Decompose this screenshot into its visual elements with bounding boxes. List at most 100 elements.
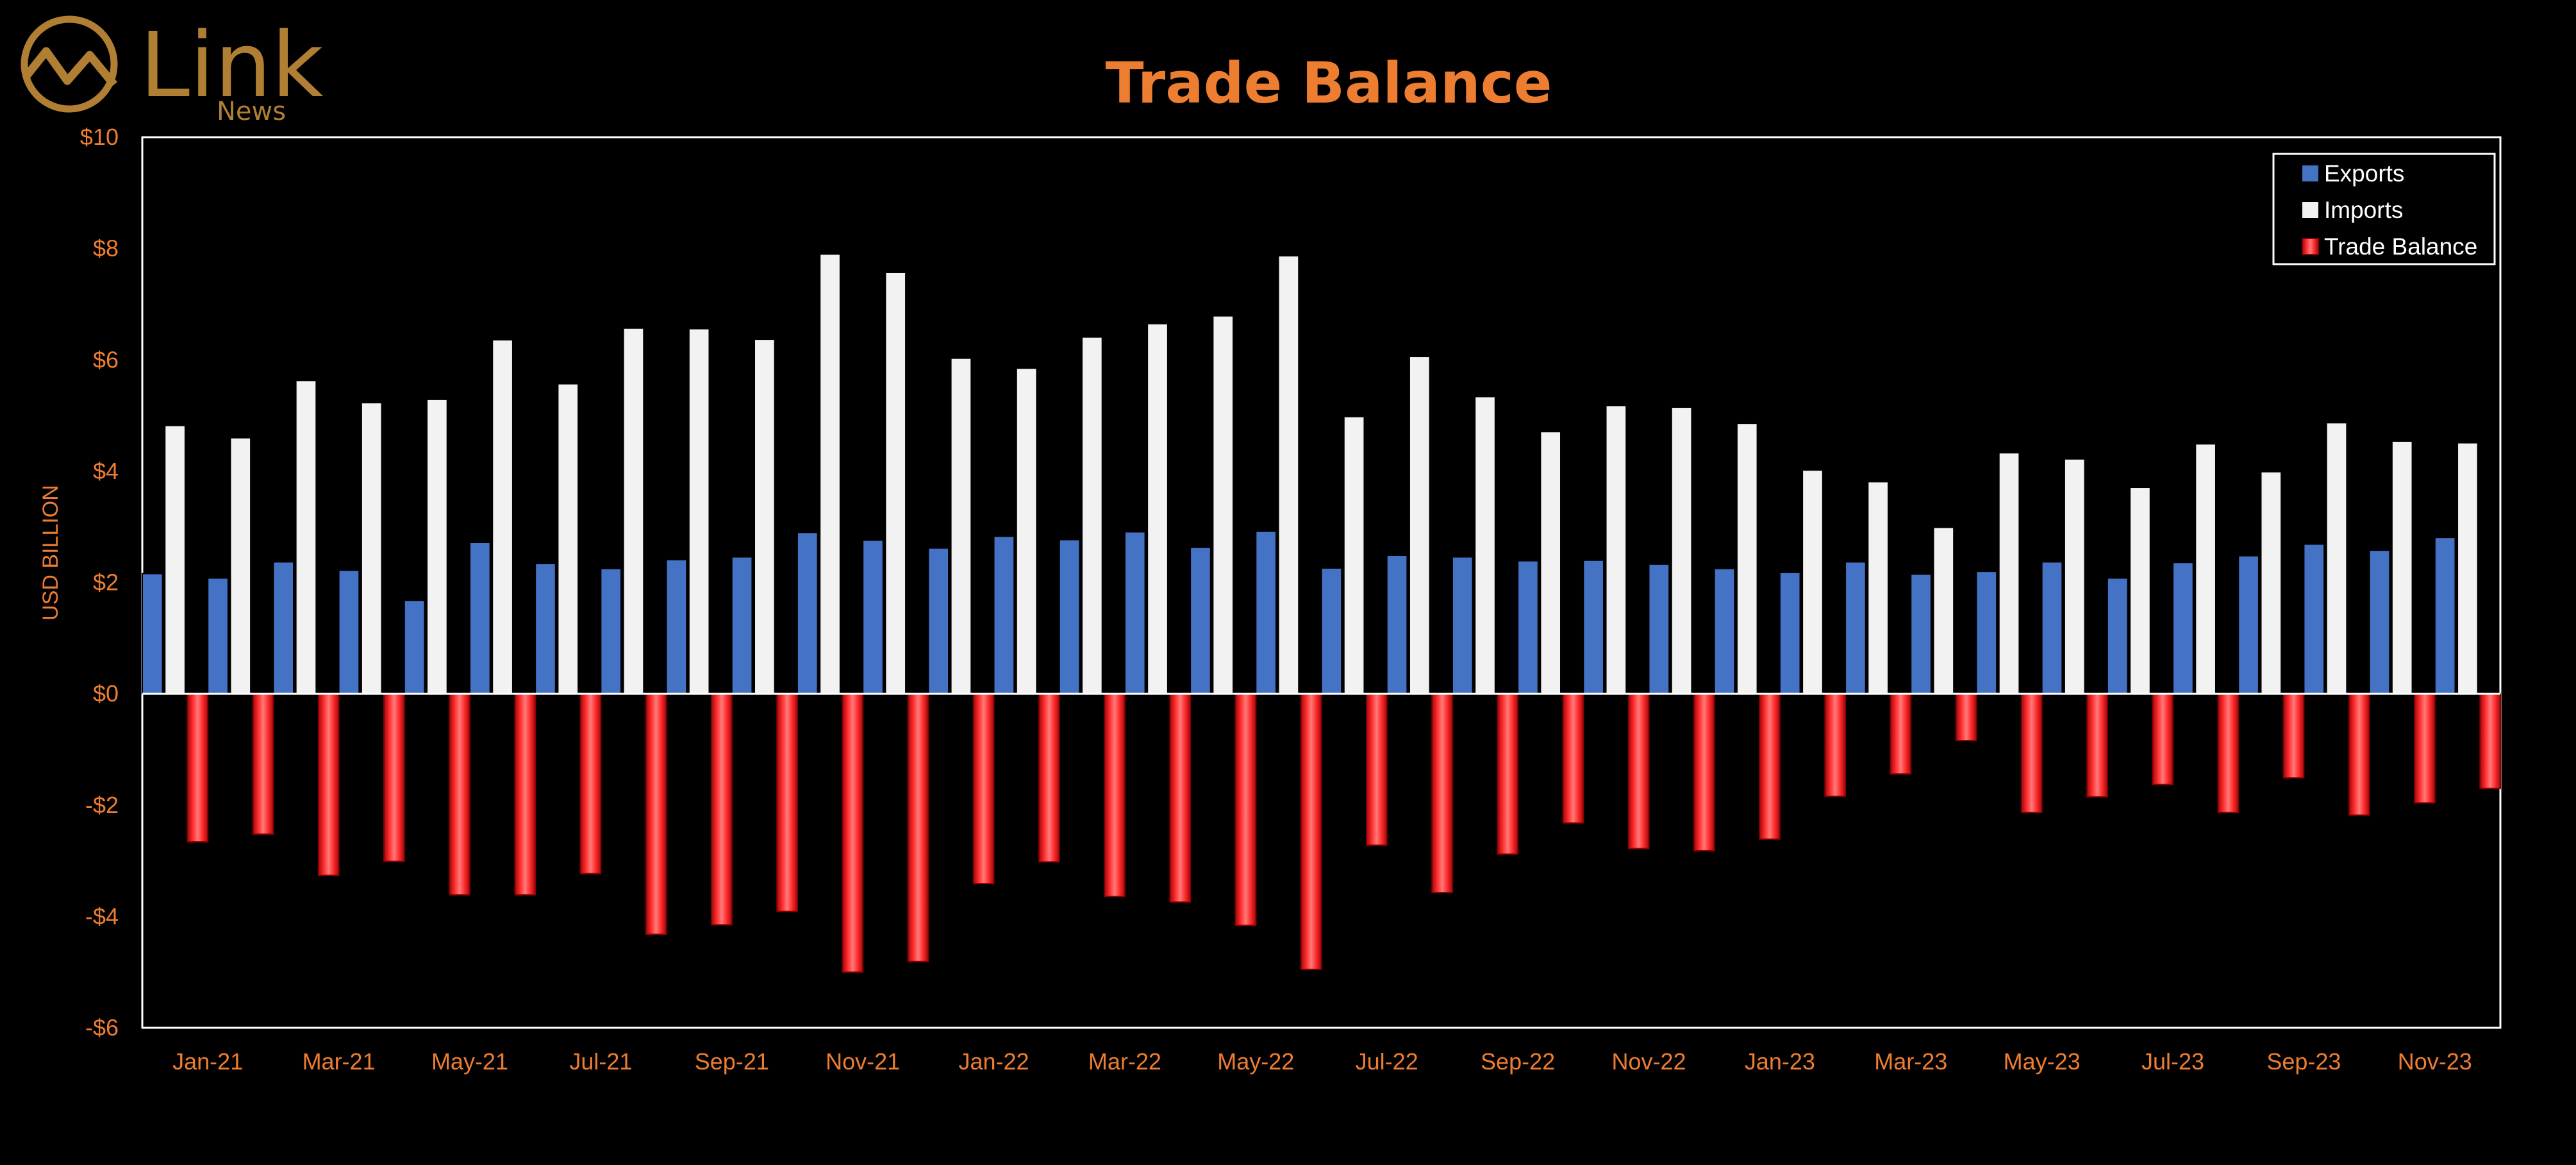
y-tick-label: $10 xyxy=(80,124,119,150)
x-tick-label: Jul-23 xyxy=(2141,1048,2204,1075)
bar-imports-jul-23 xyxy=(2129,487,2151,695)
bar-trade-balance-mar-22 xyxy=(1104,693,1126,898)
bar-imports-jul-22 xyxy=(1343,415,1365,695)
bar-imports-jan-23 xyxy=(1736,423,1758,695)
legend-swatch-trade-balance xyxy=(2302,238,2319,255)
bar-trade-balance-mar-23 xyxy=(1890,693,1912,775)
bar-trade-balance-feb-22 xyxy=(1038,693,1060,863)
bar-trade-balance-dec-21 xyxy=(907,693,929,962)
bar-trade-balance-jan-21 xyxy=(187,693,209,843)
bar-trade-balance-jun-23 xyxy=(2086,693,2108,798)
bar-exports-jun-21 xyxy=(469,541,491,695)
bar-trade-balance-oct-22 xyxy=(1562,693,1584,824)
bar-imports-jun-23 xyxy=(2063,458,2086,695)
bar-exports-may-23 xyxy=(1975,571,1998,695)
logo-sub-text: News xyxy=(217,97,286,126)
bar-imports-oct-23 xyxy=(2325,422,2348,695)
bar-imports-may-21 xyxy=(426,398,448,695)
bar-imports-jul-21 xyxy=(557,383,579,695)
bar-exports-mar-21 xyxy=(272,561,295,695)
bar-exports-jul-23 xyxy=(2106,577,2129,695)
bar-imports-may-22 xyxy=(1212,315,1234,695)
x-tick-labels: Jan-21 Mar-21 May-21 Jul-21 Sep-21 Nov-21 Jan-… xyxy=(172,1048,2472,1075)
bar-imports-nov-21 xyxy=(819,253,841,695)
legend-swatch-exports xyxy=(2302,165,2318,181)
y-tick-label: $0 xyxy=(93,680,119,707)
bar-exports-feb-21 xyxy=(207,577,229,695)
y-tick-label: -$4 xyxy=(85,903,119,929)
bar-exports-mar-22 xyxy=(1058,539,1081,695)
x-tick-label: Jul-22 xyxy=(1356,1048,1418,1075)
x-tick-label: May-23 xyxy=(2004,1048,2081,1075)
bar-exports-aug-22 xyxy=(1386,554,1408,695)
x-tick-label: Jul-21 xyxy=(569,1048,632,1075)
y-tick-label: $4 xyxy=(93,458,119,484)
bar-trade-balance-nov-21 xyxy=(842,693,864,973)
bar-imports-feb-21 xyxy=(229,437,252,695)
bar-imports-mar-21 xyxy=(295,380,317,695)
y-tick-label: $8 xyxy=(93,235,119,262)
bar-imports-may-23 xyxy=(1998,452,2020,695)
bar-exports-nov-23 xyxy=(2368,549,2391,695)
bar-imports-dec-21 xyxy=(885,271,907,695)
bar-exports-apr-21 xyxy=(338,569,360,695)
bar-imports-feb-23 xyxy=(1802,469,1824,695)
bar-trade-balance-may-22 xyxy=(1234,693,1257,926)
legend-label-exports: Exports xyxy=(2324,160,2404,187)
bar-exports-feb-23 xyxy=(1779,571,1801,695)
bar-trade-balance-nov-23 xyxy=(2414,693,2436,804)
bar-exports-may-21 xyxy=(403,599,426,695)
bar-imports-nov-22 xyxy=(1605,405,1627,695)
bar-trade-balance-sep-22 xyxy=(1497,693,1519,855)
bar-exports-nov-22 xyxy=(1583,559,1604,695)
bar-exports-oct-23 xyxy=(2303,543,2325,695)
y-tick-label: $2 xyxy=(93,569,119,596)
bar-imports-jun-22 xyxy=(1277,255,1300,695)
bar-imports-apr-23 xyxy=(1932,526,1955,695)
legend-label-trade-balance: Trade Balance xyxy=(2324,233,2477,260)
bar-exports-jan-23 xyxy=(1713,567,1736,695)
bar-imports-sep-21 xyxy=(688,328,710,695)
bar-imports-feb-22 xyxy=(1015,367,1038,695)
bar-trade-balance-dec-22 xyxy=(1693,693,1715,851)
bar-imports-aug-23 xyxy=(2195,443,2216,695)
bar-imports-jan-22 xyxy=(950,357,972,695)
bar-exports-aug-21 xyxy=(600,567,622,695)
bar-imports-aug-21 xyxy=(622,327,645,695)
bar-exports-feb-22 xyxy=(993,535,1015,695)
bar-trade-balance-apr-21 xyxy=(383,693,405,862)
bar-trade-balance-oct-23 xyxy=(2348,693,2370,816)
legend-label-imports: Imports xyxy=(2324,197,2403,223)
x-tick-label: Nov-23 xyxy=(2398,1048,2472,1075)
bar-imports-mar-22 xyxy=(1081,336,1103,695)
x-tick-label: Jan-22 xyxy=(958,1048,1029,1075)
x-tick-label: May-22 xyxy=(1217,1048,1294,1075)
bar-exports-sep-22 xyxy=(1451,556,1474,695)
x-tick-label: Jan-21 xyxy=(172,1048,243,1075)
logo-ring-icon xyxy=(21,15,118,113)
bar-exports-jun-23 xyxy=(2041,561,2063,695)
x-tick-label: Mar-22 xyxy=(1088,1048,1161,1075)
legend-swatch-imports xyxy=(2302,202,2318,218)
bar-exports-jul-21 xyxy=(535,562,556,695)
link-news-logo: Link News xyxy=(21,13,324,126)
bar-imports-oct-22 xyxy=(1540,431,1562,695)
bar-trade-balance-may-21 xyxy=(449,693,470,896)
logo-brand-text: Link xyxy=(140,13,324,118)
bar-trade-balance-jun-21 xyxy=(514,693,536,896)
bar-exports-oct-21 xyxy=(731,556,753,695)
bars-group xyxy=(142,253,2502,973)
bar-trade-balance-aug-21 xyxy=(645,693,667,935)
bar-trade-balance-may-23 xyxy=(2020,693,2043,814)
x-tick-label: Nov-22 xyxy=(1611,1048,1686,1075)
bar-imports-dec-23 xyxy=(2457,442,2479,695)
bar-exports-nov-21 xyxy=(796,532,819,695)
bar-imports-jan-21 xyxy=(164,424,186,695)
bar-exports-jan-21 xyxy=(142,573,163,695)
y-tick-label: -$6 xyxy=(85,1014,119,1041)
x-tick-label: Sep-21 xyxy=(695,1048,769,1075)
bar-trade-balance-jun-22 xyxy=(1300,693,1322,970)
x-tick-label: May-21 xyxy=(431,1048,508,1075)
bar-trade-balance-aug-22 xyxy=(1431,693,1453,894)
x-tick-label: Mar-21 xyxy=(303,1048,376,1075)
